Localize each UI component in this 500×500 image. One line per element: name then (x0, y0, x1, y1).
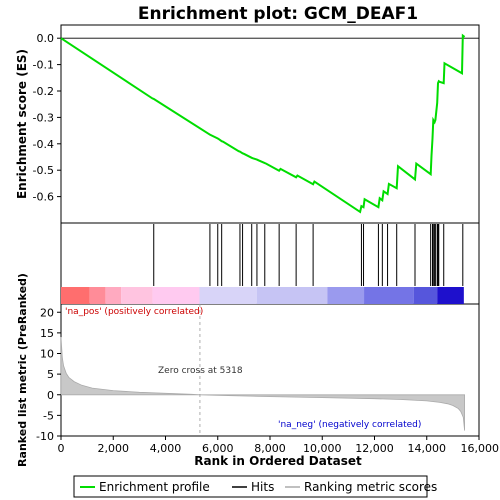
es-y-axis: 0.0 -0.1 -0.2 -0.3 -0.4 -0.5 -0.6 (33, 32, 61, 204)
metric-tick-label: 0 (47, 389, 54, 402)
metric-y-axis: 20 15 10 5 0 -5 -10 (36, 306, 61, 443)
chart-title: Enrichment plot: GCM_DEAF1 (138, 4, 418, 24)
es-tick-label: -0.6 (33, 191, 54, 204)
x-tick-label: 2,000 (98, 442, 130, 455)
metric-area-group (60, 304, 465, 436)
rank-color-segment (121, 287, 153, 304)
x-tick-label: 8,000 (254, 442, 286, 455)
metric-tick-label: 5 (47, 368, 54, 381)
metric-y-label: Ranked list metric (PreRanked) (16, 273, 29, 467)
metric-tick-label: -5 (43, 409, 54, 422)
x-tick-label: 4,000 (150, 442, 182, 455)
rank-color-segment (105, 287, 122, 304)
rank-color-segment (256, 287, 328, 304)
x-tick-label: 10,000 (303, 442, 342, 455)
es-tick-label: -0.5 (33, 164, 54, 177)
rank-color-segment (199, 287, 257, 304)
x-axis: 0 2,000 4,000 6,000 8,000 10,000 12,000 14,000 1… (58, 436, 500, 455)
rank-color-segment (89, 287, 106, 304)
legend-hits-label: Hits (251, 480, 274, 494)
neg-label: 'na_neg' (negatively correlated) (278, 420, 421, 430)
es-tick-label: -0.2 (33, 85, 54, 98)
es-panel (60, 24, 480, 224)
es-curve-line (60, 33, 466, 214)
rank-color-segment (327, 287, 365, 304)
rank-color-segment (413, 287, 438, 304)
hit-lines (153, 224, 464, 286)
metric-area (60, 336, 465, 431)
metric-tick-label: 10 (40, 348, 54, 361)
metric-panel (60, 303, 480, 437)
es-curve-group (60, 33, 466, 214)
es-tick-label: -0.3 (33, 111, 54, 124)
rank-color-segment (152, 287, 200, 304)
rank-color-segment (364, 287, 414, 304)
metric-tick-label: -10 (36, 430, 54, 443)
x-tick-label: 0 (58, 442, 65, 455)
rank-color-segment (437, 287, 464, 304)
es-tick-label: -0.1 (33, 59, 54, 72)
es-y-label: Enrichment score (ES) (15, 49, 29, 199)
rank-color-segment (61, 287, 90, 304)
legend-es-label: Enrichment profile (99, 480, 210, 494)
rank-color-bar (61, 287, 464, 304)
legend-metric-label: Ranking metric scores (304, 480, 437, 494)
zero-cross-label: Zero cross at 5318 (158, 366, 243, 376)
metric-tick-label: 15 (40, 327, 54, 340)
legend: Enrichment profile Hits Ranking metric s… (73, 475, 437, 498)
es-tick-label: 0.0 (37, 32, 55, 45)
legend-box (73, 475, 428, 498)
x-tick-label: 6,000 (202, 442, 234, 455)
es-tick-label: -0.4 (33, 138, 54, 151)
metric-tick-label: 20 (40, 306, 54, 319)
x-tick-label: 12,000 (355, 442, 394, 455)
pos-label: 'na_pos' (positively correlated) (65, 307, 203, 317)
x-axis-label: Rank in Ordered Dataset (194, 454, 362, 468)
x-tick-label: 14,000 (408, 442, 447, 455)
x-tick-label: 16,000 (461, 442, 500, 455)
